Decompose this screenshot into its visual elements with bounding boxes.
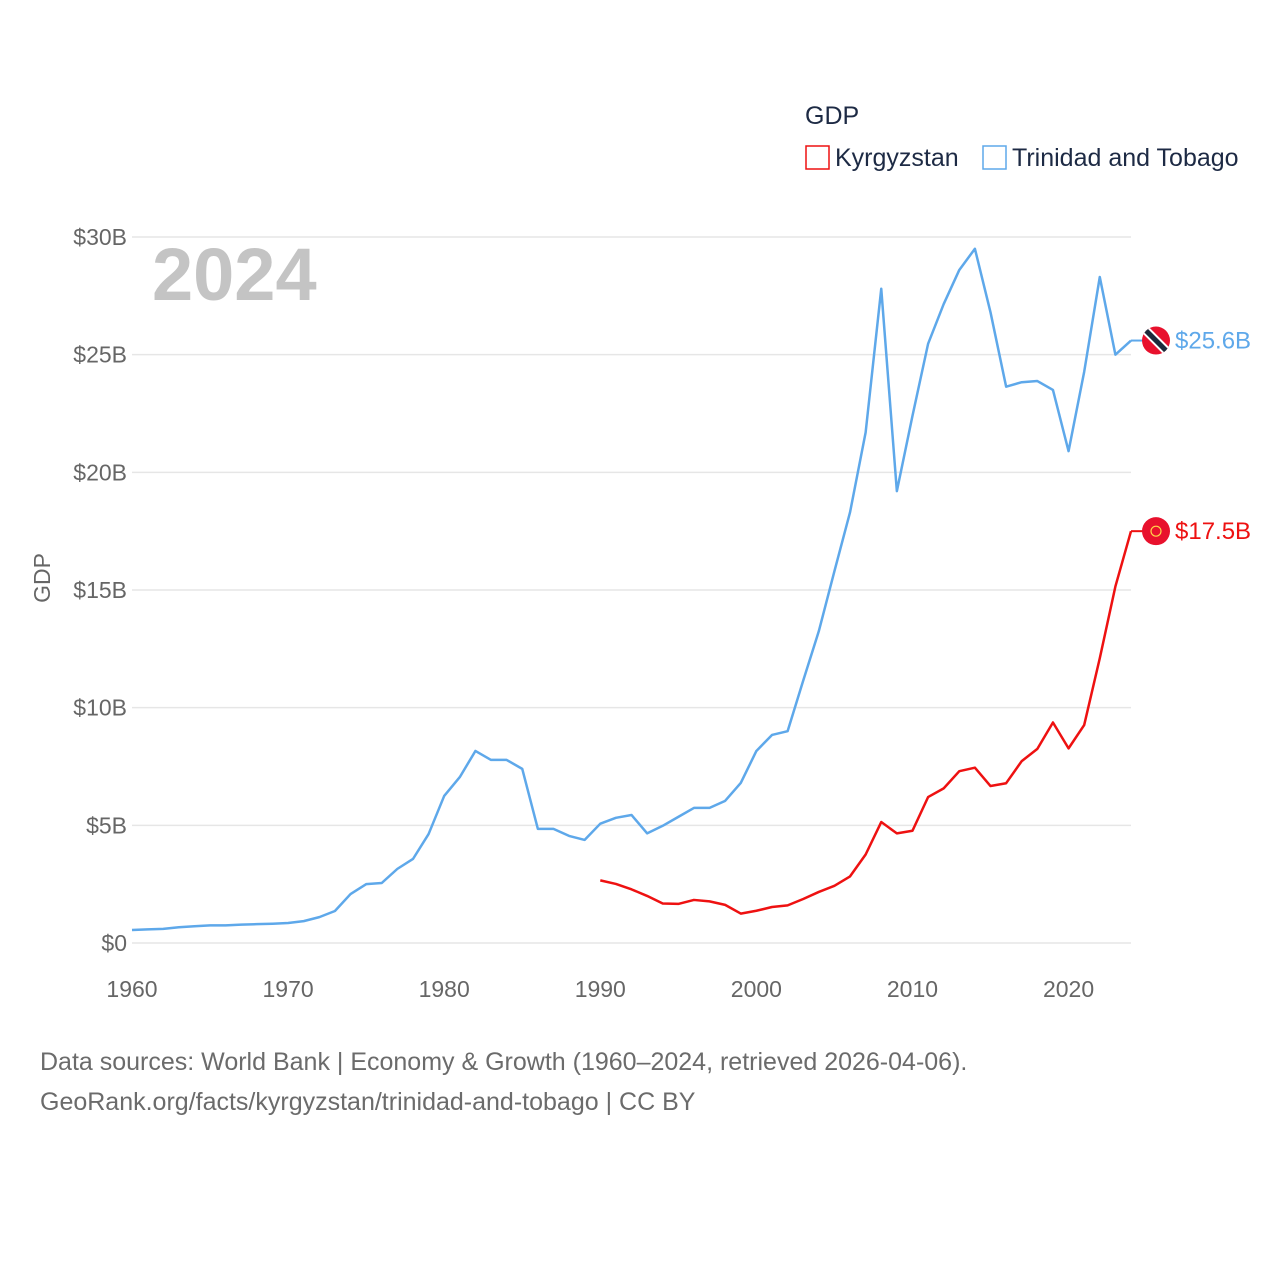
series-line-kyrgyzstan[interactable]: [600, 530, 1133, 915]
source-url-text[interactable]: GeoRank.org/facts/kyrgyzstan/trinidad-an…: [40, 1088, 696, 1116]
legend-swatch-trinidad-and-tobago[interactable]: [982, 145, 1007, 170]
y-tick-label: $10B: [73, 695, 127, 721]
x-tick-label: 2000: [731, 976, 782, 1002]
legend-swatch-kyrgyzstan[interactable]: [805, 145, 830, 170]
x-tick-label: 1960: [106, 976, 157, 1002]
x-tick-label: 1990: [575, 976, 626, 1002]
y-tick-label: $15B: [73, 577, 127, 603]
y-tick-label: $30B: [73, 224, 127, 250]
x-tick-label: 2010: [887, 976, 938, 1002]
data-sources-text: Data sources: World Bank | Economy & Gro…: [40, 1048, 968, 1076]
x-tick-label: 1970: [263, 976, 314, 1002]
y-axis-title: GDP: [29, 553, 55, 603]
y-tick-label: $0: [101, 930, 127, 956]
legend-title: GDP: [805, 102, 859, 130]
footer: Data sources: World Bank | Economy & Gro…: [40, 1042, 967, 1122]
kyrgyzstan-flag-icon: [1142, 517, 1170, 546]
x-tick-label: 1980: [419, 976, 470, 1002]
legend-label-kyrgyzstan[interactable]: Kyrgyzstan: [835, 144, 959, 172]
legend: GDP Kyrgyzstan Trinidad and Tobago: [805, 102, 1239, 172]
y-tick-label: $25B: [73, 342, 127, 368]
y-tick-label: $5B: [86, 812, 127, 838]
legend-label-trinidad-and-tobago[interactable]: Trinidad and Tobago: [1012, 144, 1239, 172]
end-value-label-trinidad-and-tobago: $25.6B: [1175, 328, 1251, 355]
y-tick-label: $20B: [73, 459, 127, 485]
trinidad-and-tobago-flag-icon: [1142, 326, 1170, 355]
year-watermark: 2024: [152, 233, 317, 316]
x-tick-label: 2020: [1043, 976, 1094, 1002]
series-line-trinidad-and-tobago[interactable]: [131, 247, 1132, 932]
end-value-label-kyrgyzstan: $17.5B: [1175, 518, 1251, 545]
